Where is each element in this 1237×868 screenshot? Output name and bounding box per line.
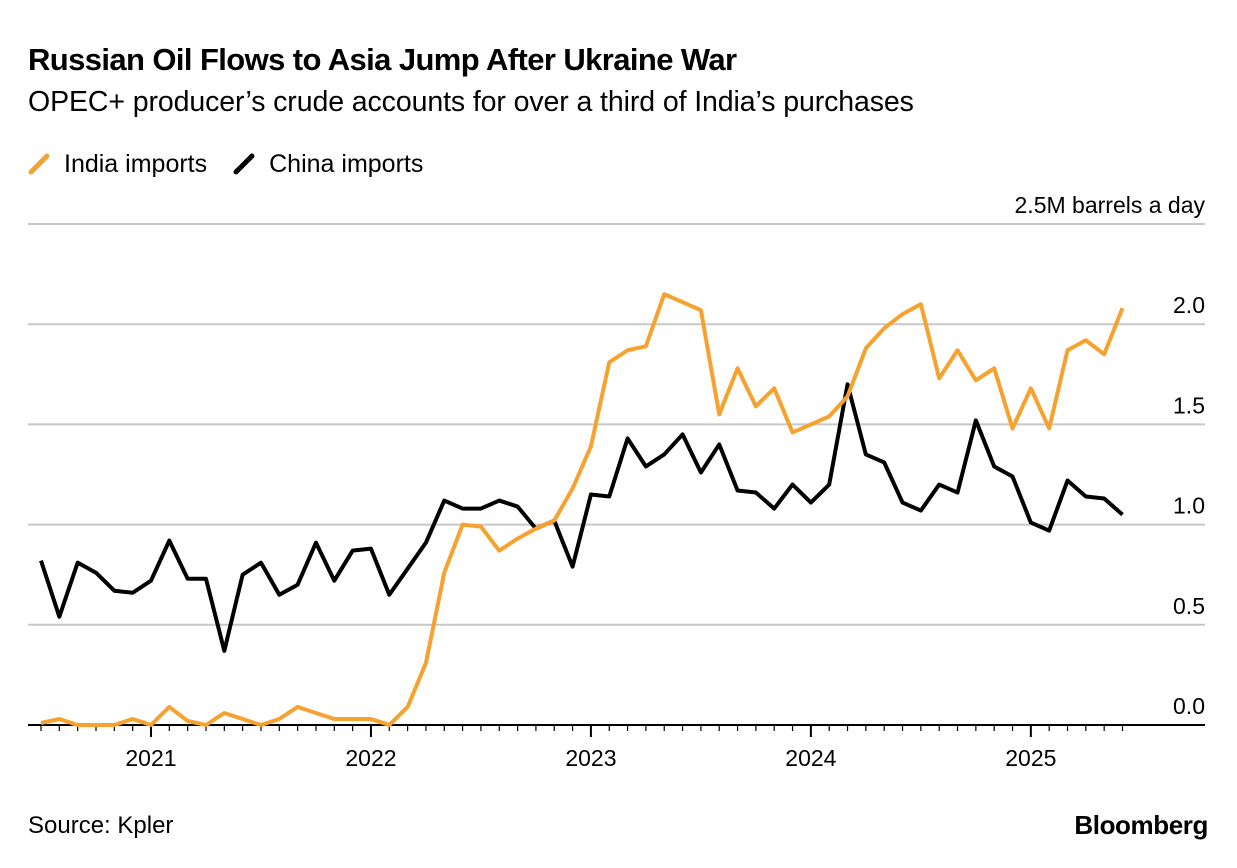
chart-title: Russian Oil Flows to Asia Jump After Ukr…	[28, 42, 737, 77]
legend-item-india: India imports	[28, 150, 207, 179]
y-tick-label: 2.5M barrels a day	[1015, 192, 1206, 218]
x-tick-label: 2023	[565, 745, 616, 771]
legend-label-india: India imports	[64, 149, 208, 178]
x-tick-label: 2022	[345, 745, 396, 771]
y-tick-label: 2.0	[1173, 292, 1205, 318]
bloomberg-logo: Bloomberg	[1074, 810, 1208, 840]
legend-swatch-india-icon	[28, 153, 50, 175]
source-note: Source: Kpler	[28, 812, 174, 839]
chart-subtitle: OPEC+ producer’s crude accounts for over…	[28, 86, 914, 118]
x-tick-label: 2025	[1005, 745, 1056, 771]
y-tick-label: 1.0	[1173, 493, 1205, 519]
y-tick-label: 0.5	[1173, 593, 1205, 619]
legend-swatch-china-icon	[233, 153, 255, 175]
series-line-china	[39, 382, 1124, 653]
y-tick-label: 0.0	[1173, 693, 1205, 719]
y-tick-label: 1.5	[1173, 392, 1205, 418]
legend-label-china: China imports	[269, 149, 424, 178]
line-chart: 0.0 0.5 1.0 1.5 2.0 2.5M barrels a day 2021 202…	[28, 192, 1206, 771]
legend: India imports China imports	[28, 148, 449, 180]
legend-item-china: China imports	[233, 150, 423, 179]
series-line-india	[40, 292, 1125, 727]
x-tick-label: 2021	[125, 745, 176, 771]
x-tick-label: 2024	[785, 745, 836, 771]
